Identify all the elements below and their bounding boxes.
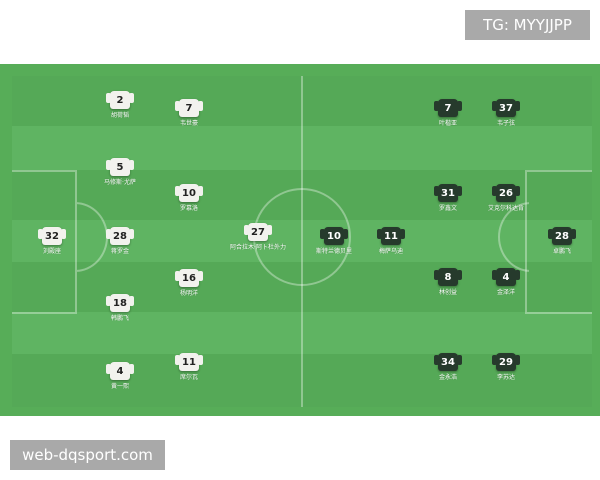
player-name: 韦世豪 xyxy=(179,120,198,127)
player-name: 林创益 xyxy=(438,289,457,296)
away-player: 34 金永浩 xyxy=(403,353,493,382)
away-player: 10 斯特兰德贝里 xyxy=(289,227,379,256)
player-name: 李苏达 xyxy=(496,374,515,381)
jersey-icon: 29 xyxy=(492,353,520,371)
player-name: 蒋罗金 xyxy=(110,248,129,255)
player-name: 斯特兰德贝里 xyxy=(315,248,352,255)
home-player: 4 黄一熙 xyxy=(75,362,165,391)
home-player: 28 蒋罗金 xyxy=(75,227,165,256)
jersey-icon: 28 xyxy=(548,227,576,245)
football-pitch xyxy=(12,76,592,407)
home-player: 2 胡荷韬 xyxy=(75,91,165,120)
player-name: 韦子弦 xyxy=(496,120,515,127)
player-name: 韩鹏飞 xyxy=(110,315,129,322)
away-player: 31 罗鑫文 xyxy=(403,184,493,213)
jersey-icon: 7 xyxy=(175,99,203,117)
player-name: 罗慕洛 xyxy=(179,205,198,212)
jersey-icon: 11 xyxy=(377,227,405,245)
away-player: 8 林创益 xyxy=(403,268,493,297)
away-player: 11 梅萨乌迪 xyxy=(346,227,436,256)
jersey-icon: 28 xyxy=(106,227,134,245)
player-name: 黄一熙 xyxy=(110,383,129,390)
jersey-icon: 2 xyxy=(106,91,134,109)
home-player: 16 杨明洋 xyxy=(144,269,234,298)
away-player: 4 金泽洋 xyxy=(461,268,551,297)
jersey-icon: 10 xyxy=(175,184,203,202)
home-player: 32 刘殿座 xyxy=(7,227,97,256)
watermark-top: TG: MYYJJPP xyxy=(465,10,590,40)
player-name: 杨明洋 xyxy=(179,290,198,297)
player-name: 阿合拉木·阿卜杜外力 xyxy=(230,244,286,251)
home-player: 27 阿合拉木·阿卜杜外力 xyxy=(213,223,303,252)
home-player: 11 席尔瓦 xyxy=(144,353,234,382)
jersey-icon: 4 xyxy=(106,362,134,380)
player-name: 席尔瓦 xyxy=(179,374,198,381)
jersey-icon: 8 xyxy=(434,268,462,286)
away-player: 28 卓鹏飞 xyxy=(517,227,600,256)
jersey-icon: 26 xyxy=(492,184,520,202)
jersey-icon: 10 xyxy=(320,227,348,245)
jersey-icon: 7 xyxy=(434,99,462,117)
player-name: 刘殿座 xyxy=(42,248,61,255)
home-player: 18 韩鹏飞 xyxy=(75,294,165,323)
player-name: 梅萨乌迪 xyxy=(378,248,403,255)
jersey-icon: 34 xyxy=(434,353,462,371)
jersey-icon: 18 xyxy=(106,294,134,312)
away-player: 7 叶楷亚 xyxy=(403,99,493,128)
player-name: 胡荷韬 xyxy=(110,112,129,119)
away-player: 26 艾克尔科达肯 xyxy=(461,184,551,213)
player-name: 金永浩 xyxy=(438,374,457,381)
player-name: 马修斯·尤萨 xyxy=(104,179,136,186)
player-name: 艾克尔科达肯 xyxy=(487,205,524,212)
home-player: 7 韦世豪 xyxy=(144,99,234,128)
away-player: 37 韦子弦 xyxy=(461,99,551,128)
player-name: 叶楷亚 xyxy=(438,120,457,127)
jersey-icon: 27 xyxy=(244,223,272,241)
player-name: 金泽洋 xyxy=(496,289,515,296)
left-penalty-box xyxy=(12,170,77,314)
player-name: 卓鹏飞 xyxy=(552,248,571,255)
home-player: 10 罗慕洛 xyxy=(144,184,234,213)
player-name: 罗鑫文 xyxy=(438,205,457,212)
jersey-icon: 16 xyxy=(175,269,203,287)
jersey-icon: 37 xyxy=(492,99,520,117)
away-player: 29 李苏达 xyxy=(461,353,551,382)
watermark-bottom: web-dqsport.com xyxy=(10,440,165,470)
jersey-icon: 31 xyxy=(434,184,462,202)
jersey-icon: 4 xyxy=(492,268,520,286)
jersey-icon: 32 xyxy=(38,227,66,245)
jersey-icon: 5 xyxy=(106,158,134,176)
home-player: 5 马修斯·尤萨 xyxy=(75,158,165,187)
jersey-icon: 11 xyxy=(175,353,203,371)
